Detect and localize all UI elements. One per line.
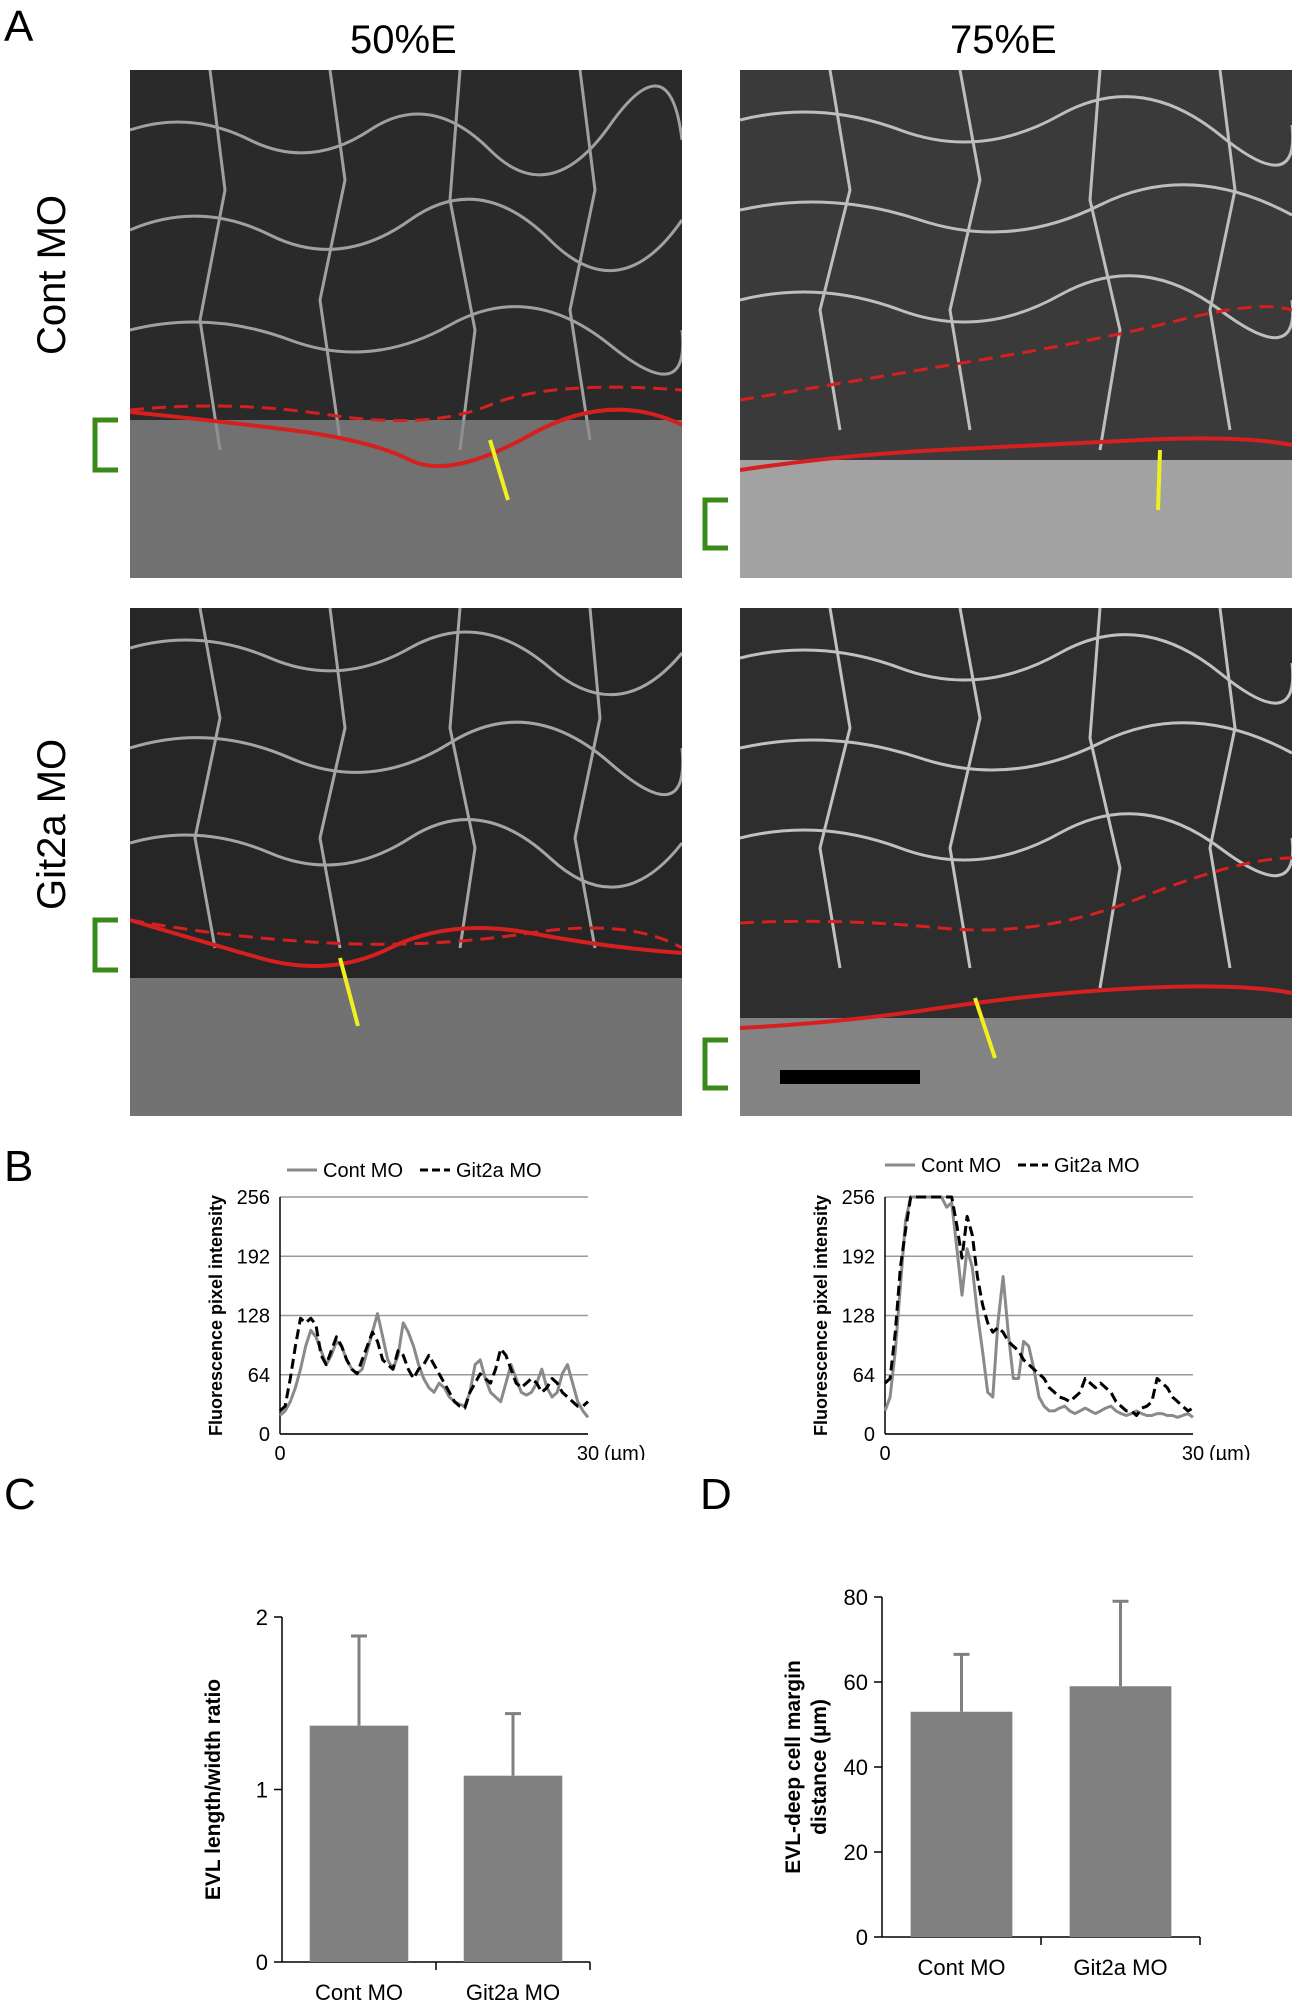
category-label: Git2a MO: [466, 1980, 560, 2005]
panel-label-d: D: [700, 1470, 732, 1519]
y-tick-label: 64: [853, 1365, 875, 1387]
axis-labels: 0 64 128 192 256 0 30 (µm) Fluorescence pixel in…: [811, 1187, 1251, 1460]
y-tick-label: 192: [237, 1246, 270, 1268]
y-tick-label: 1: [256, 1778, 268, 1803]
category-label: Cont MO: [917, 1955, 1005, 1980]
series-line-git2a-mo: [883, 1195, 1194, 1417]
y-tick-label: 0: [856, 1925, 868, 1950]
micrograph-git2a-50e-drawing: [130, 608, 682, 1116]
bracket-cont-75e: [702, 497, 728, 551]
y-axis-label-line: distance (µm): [808, 1699, 831, 1835]
x-unit-label: (µm): [604, 1443, 646, 1460]
grid-lines: [279, 1196, 588, 1435]
y-tick-label: 0: [864, 1424, 875, 1446]
legend-label: Cont MO: [323, 1160, 403, 1182]
legend: Cont MO Git2a MO: [287, 1160, 542, 1182]
micrograph-git2a-50e: [130, 608, 682, 1116]
y-tick-label: 128: [237, 1306, 270, 1328]
bracket-git2a-75e: [702, 1037, 728, 1091]
bar-cont-mo: [910, 1711, 1013, 1937]
grid-lines: [884, 1196, 1193, 1435]
series-layer: [883, 1195, 1194, 1419]
scale-bar: [780, 1070, 920, 1084]
y-tick-label: 192: [842, 1246, 875, 1268]
legend: Cont MO Git2a MO: [885, 1155, 1140, 1177]
micrograph-git2a-75e-drawing: [740, 608, 1292, 1116]
y-axis-label: Fluorescence pixel intensity: [206, 1195, 226, 1436]
y-tick-label: 128: [842, 1306, 875, 1328]
category-label: Git2a MO: [1073, 1955, 1167, 1980]
panel-label-a: A: [4, 2, 34, 51]
micrograph-git2a-75e: [740, 608, 1292, 1116]
series-layer: [278, 1312, 590, 1419]
y-tick-label: 0: [256, 1950, 268, 1975]
x-tick-label: 0: [879, 1443, 890, 1460]
panel-label-b: B: [4, 1142, 34, 1191]
chart-b-right: 0 64 128 192 256 0 30 (µm) Fluorescence pixel in…: [811, 1155, 1251, 1460]
bar-cont-mo: [309, 1725, 409, 1962]
x-tick-label: 30: [577, 1443, 599, 1460]
y-axis-label: Fluorescence pixel intensity: [811, 1195, 831, 1436]
y-tick-label: 40: [844, 1755, 868, 1780]
y-tick-label: 256: [237, 1187, 270, 1209]
column-title-75e: 75%E: [950, 18, 1057, 62]
y-tick-label: 256: [842, 1187, 875, 1209]
y-tick-label: 64: [248, 1365, 270, 1387]
chart-d: 0 20 40 60 80 Cont MO Git2a MO EVL-deep cell ma…: [782, 1585, 1201, 1980]
series-line-cont-mo: [883, 1195, 1194, 1419]
micrograph-cont-75e-drawing: [740, 70, 1292, 578]
x-tick-label: 0: [274, 1443, 285, 1460]
x-unit-label: (µm): [1209, 1443, 1251, 1460]
y-tick-label: 60: [844, 1670, 868, 1695]
micrograph-cont-50e: [130, 70, 682, 578]
y-tick-label: 0: [259, 1424, 270, 1446]
legend-label: Git2a MO: [456, 1160, 542, 1182]
y-tick-label: 20: [844, 1840, 868, 1865]
bar-git2a-mo: [463, 1775, 563, 1962]
y-axis-label-line: EVL-deep cell margin: [782, 1660, 805, 1874]
bracket-git2a-50e: [92, 917, 118, 973]
series-line-git2a-mo: [278, 1316, 590, 1413]
chart-b-left: 0 64 128 192 256 0 30 (µm) Fluorescence pixel in…: [206, 1160, 646, 1460]
micrograph-cont-75e: [740, 70, 1292, 578]
y-tick-label: 2: [256, 1605, 268, 1630]
green-brackets: [92, 417, 728, 1091]
category-label: Cont MO: [315, 1980, 403, 2005]
legend-label: Cont MO: [921, 1155, 1001, 1177]
bracket-cont-50e: [92, 417, 118, 473]
y-tick-label: 80: [844, 1585, 868, 1610]
legend-label: Git2a MO: [1054, 1155, 1140, 1177]
axis-labels: 0 64 128 192 256 0 30 (µm) Fluorescence pixel in…: [206, 1187, 646, 1460]
micrograph-cont-50e-drawing: [130, 70, 682, 578]
chart-c: 0 1 2 Cont MO Git2a MO EVL length/width ratio: [202, 1605, 591, 2005]
bar-git2a-mo: [1069, 1686, 1172, 1937]
y-axis-label: EVL length/width ratio: [202, 1679, 225, 1900]
panel-label-c: C: [4, 1470, 36, 1519]
column-title-50e: 50%E: [350, 18, 457, 62]
x-tick-label: 30: [1182, 1443, 1204, 1460]
